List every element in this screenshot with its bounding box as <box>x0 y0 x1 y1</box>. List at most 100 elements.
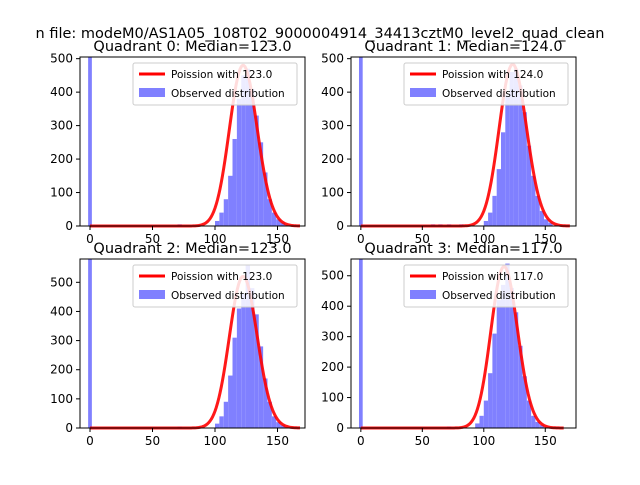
chart-2-hist-bar-13 <box>263 378 268 428</box>
chart-1-axes-frame <box>350 56 577 227</box>
chart-2-axes-frame <box>79 258 306 429</box>
chart-1-hist-bar-10 <box>505 95 510 227</box>
chart-0-ytick-label-5: 500 <box>50 52 73 66</box>
chart-2-xtick-label-0: 0 <box>86 434 94 448</box>
chart-2-hist-bar-16 <box>276 422 281 428</box>
chart-2-hist-bar-5 <box>228 375 233 428</box>
chart-3-hist-bar-17 <box>539 424 545 428</box>
chart-2-hist-bar-10 <box>250 288 255 428</box>
chart-3-xtick-label-3: 150 <box>534 434 557 448</box>
chart-2-hist-bar-4 <box>223 401 229 428</box>
chart-0-hist-bar-8 <box>241 75 246 226</box>
chart-0-hist-bar-2 <box>215 220 220 226</box>
chart-2-hist-bar-7 <box>236 308 242 428</box>
chart-2-ytick-label-5: 500 <box>50 275 73 289</box>
chart-2-xtick-label-1: 50 <box>145 434 160 448</box>
chart-2-hist-bar-11 <box>254 314 259 428</box>
chart-3-legend-line-label: Poission with 117.0 <box>442 271 543 283</box>
chart-0-hist-bar-4 <box>223 199 229 226</box>
chart-1-legend-line-label: Poission with 124.0 <box>442 69 543 81</box>
chart-2-hist-bar-8 <box>241 293 246 428</box>
chart-2-hist-bar-15 <box>271 416 277 428</box>
chart-3-hist-bar-4 <box>483 400 489 428</box>
chart-0-xtick-label-0: 0 <box>86 232 94 246</box>
chart-2-hist-bar-2 <box>215 423 220 428</box>
chart-0-hist-bar-9 <box>245 68 250 227</box>
chart-1-xtick-label-1: 50 <box>415 232 430 246</box>
chart-0-hist-bar-16 <box>276 219 281 226</box>
chart-3-xtick-label-2: 100 <box>472 434 495 448</box>
chart-3-legend-hist-swatch <box>410 290 436 299</box>
chart-2-xtick-label-2: 100 <box>204 434 227 448</box>
chart-0-legend-line-label: Poission with 123.0 <box>171 69 272 81</box>
chart-3-legend-hist-label: Observed distribution <box>442 290 556 302</box>
chart-1-hist-bar-12 <box>513 68 519 227</box>
chart-2-hist-bar-17 <box>280 425 285 428</box>
chart-0-hist-bar-12 <box>258 142 264 226</box>
chart-1-hist-bar-5 <box>483 220 489 226</box>
chart-3-ytick-label-0: 0 <box>336 421 344 435</box>
chart-0-ytick-label-3: 300 <box>50 119 73 133</box>
chart-3-hist-bar-9 <box>505 263 510 428</box>
chart-3-hist-bar-7 <box>496 300 501 428</box>
chart-1-hist-bar-18 <box>539 210 545 226</box>
chart-1-ytick-label-0: 0 <box>336 219 344 233</box>
chart-0-legend: Poission with 123.0 Observed distribution <box>132 62 298 106</box>
chart-2-hist-bar-12 <box>258 346 264 428</box>
chart-1-xtick-label-2: 100 <box>472 232 495 246</box>
chart-3-ytick-label-3: 300 <box>321 330 344 344</box>
chart-1-ytick-label-1: 100 <box>321 186 344 200</box>
chart-0-legend-hist-label: Observed distribution <box>171 88 285 100</box>
chart-0-hist-bar-0 <box>88 57 92 226</box>
chart-0-legend-box <box>132 62 298 106</box>
chart-2: 0 50 100 150 0 100 200 300 400 500 Poission with 1… <box>50 241 306 448</box>
chart-0-hist-bar-15 <box>271 212 277 226</box>
chart-0-xtick-label-1: 50 <box>145 232 160 246</box>
chart-3-hist-bar-0 <box>358 259 363 428</box>
chart-3-hist-bar-6 <box>492 333 497 428</box>
chart-1-hist-bar-19 <box>544 219 549 226</box>
chart-2-legend-box <box>132 264 298 308</box>
chart-0-ytick-label-2: 200 <box>50 152 73 166</box>
chart-1-hist-bar-7 <box>492 195 497 226</box>
chart-3-hist-bar-10 <box>509 287 514 428</box>
chart-3-hist-bar-3 <box>479 415 484 428</box>
chart-2-ytick-label-0: 0 <box>65 421 73 435</box>
chart-2-title: Quadrant 2: Median=123.0 <box>93 241 291 257</box>
chart-3-hist-bar-14 <box>526 400 532 428</box>
chart-1-title: Quadrant 1: Median=124.0 <box>364 39 562 55</box>
chart-0-xtick-label-2: 100 <box>204 232 227 246</box>
chart-1-hist-bar-0 <box>358 57 363 226</box>
chart-1-legend: Poission with 124.0 Observed distribution <box>403 62 569 106</box>
chart-0-hist-bar-5 <box>228 175 233 226</box>
chart-2-hist-bar-14 <box>267 401 272 428</box>
chart-3-hist-bar-2 <box>475 423 480 428</box>
chart-2-hist-bar-9 <box>245 264 250 428</box>
chart-1-hist-bar-14 <box>522 112 527 226</box>
chart-2-legend-line-label: Poission with 123.0 <box>171 271 272 283</box>
chart-0-title: Quadrant 0: Median=123.0 <box>93 39 291 55</box>
chart-3-xtick-label-0: 0 <box>357 434 365 448</box>
chart-0-axes-frame <box>79 56 306 227</box>
chart-0-hist-bar-17 <box>280 222 285 226</box>
chart-0: 0 50 100 150 0 100 200 300 400 500 Poission with 1… <box>50 39 306 246</box>
chart-1-ytick-label-3: 300 <box>321 119 344 133</box>
chart-1-legend-hist-swatch <box>410 88 436 97</box>
chart-2-legend-hist-swatch <box>139 290 165 299</box>
chart-0-xtick-label-3: 150 <box>266 232 289 246</box>
chart-1-hist-bar-9 <box>501 132 506 226</box>
chart-3-ytick-label-4: 400 <box>321 299 344 313</box>
chart-1-ytick-label-5: 500 <box>321 52 344 66</box>
chart-1-legend-box <box>403 62 569 106</box>
chart-1-hist-bar-16 <box>531 175 536 226</box>
chart-2-hist-bar-0 <box>88 259 92 428</box>
chart-2-ytick-label-4: 400 <box>50 304 73 318</box>
chart-1-hist-bar-20 <box>548 222 553 226</box>
chart-0-hist-bar-11 <box>254 115 259 226</box>
chart-3-hist-bar-15 <box>531 415 536 428</box>
chart-3-ytick-label-2: 200 <box>321 360 344 374</box>
chart-1-ytick-label-2: 200 <box>321 152 344 166</box>
chart-0-hist-bar-3 <box>219 212 224 226</box>
